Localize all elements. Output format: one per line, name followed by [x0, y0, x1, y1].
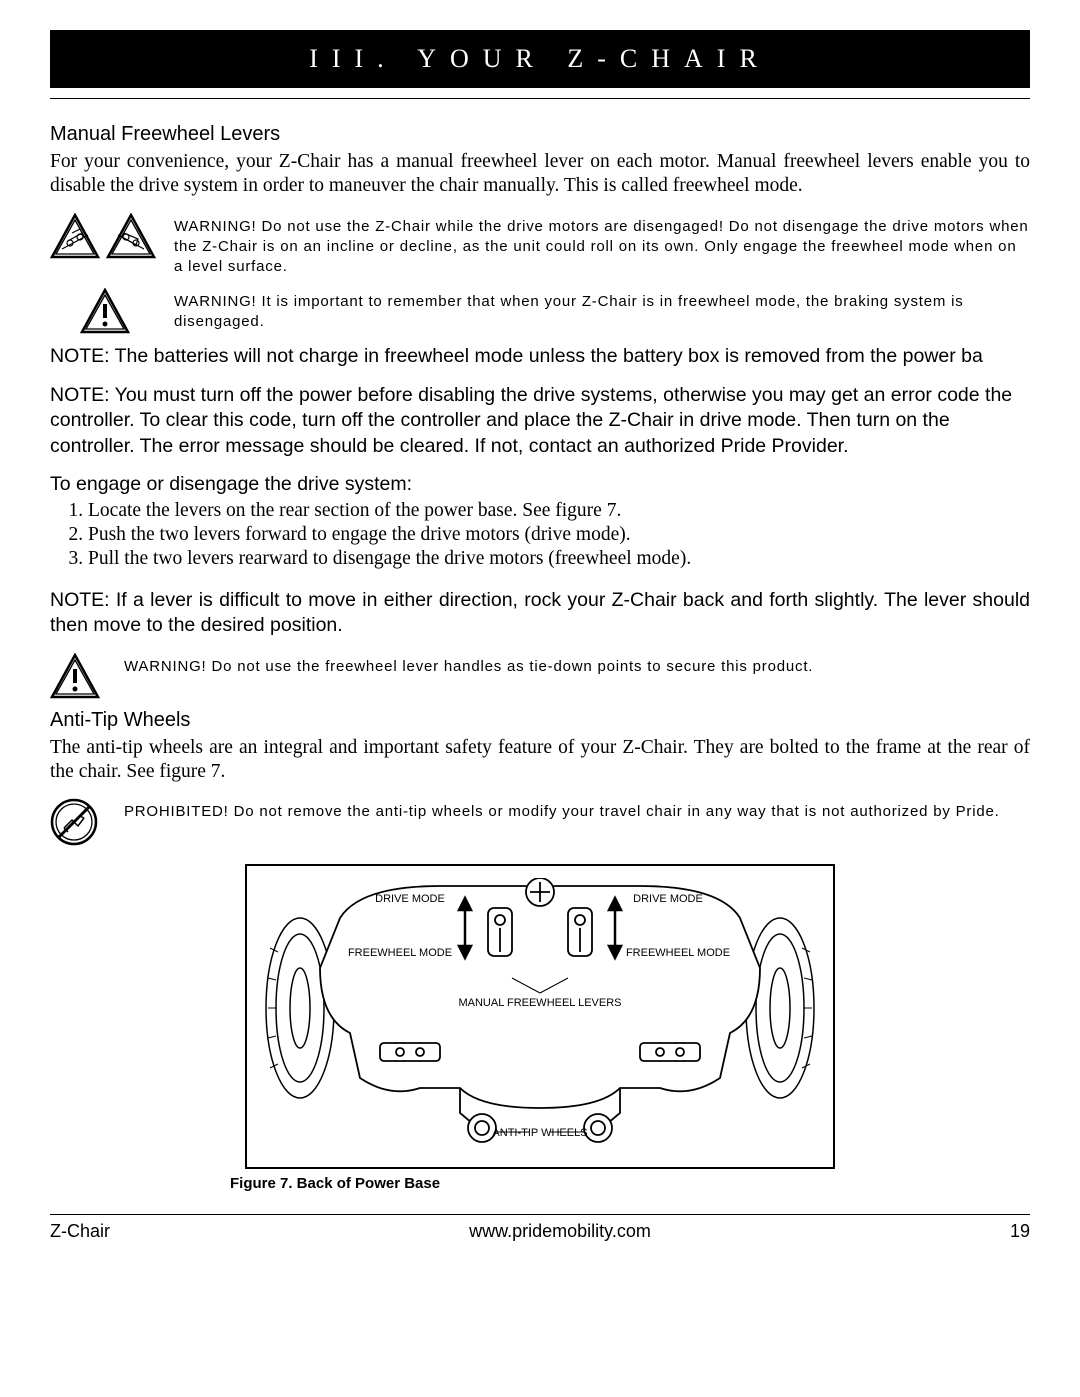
incline-warning-icon [50, 213, 100, 259]
exclamation-warning-icon [80, 288, 130, 334]
prohibited-icons [50, 798, 110, 846]
fig-label-freewheel-left: FREEWHEEL MODE [348, 947, 452, 959]
footer-right: 19 [1010, 1221, 1030, 1242]
prohibited-text: PROHIBITED! Do not remove the anti-tip w… [124, 798, 1000, 822]
warning-row-1: WARNING! Do not use the Z-Chair while th… [50, 213, 1030, 278]
note-2: NOTE: You must turn off the power before… [50, 383, 1030, 459]
prohibited-row: PROHIBITED! Do not remove the anti-tip w… [50, 798, 1030, 846]
fig-label-anti-tip: ANTI-TIP WHEELS [492, 1127, 587, 1139]
engage-steps: Locate the levers on the rear section of… [88, 500, 1030, 570]
fig-label-freewheel-right: FREEWHEEL MODE [626, 947, 730, 959]
note-3: NOTE: If a lever is difficult to move in… [50, 588, 1030, 639]
note-1: NOTE: The batteries will not charge in f… [50, 344, 1030, 369]
page-footer: Z-Chair www.pridemobility.com 19 [50, 1215, 1030, 1242]
warning-icons-2 [50, 288, 160, 334]
warning-icons-3 [50, 653, 110, 699]
warning-text-1: WARNING! Do not use the Z-Chair while th… [174, 213, 1030, 278]
chapter-title: III. YOUR Z-CHAIR [309, 44, 771, 73]
figure-7-caption: Figure 7. Back of Power Base [230, 1175, 1030, 1192]
warning-text-3: WARNING! Do not use the freewheel lever … [124, 653, 813, 677]
engage-step-1: Locate the levers on the rear section of… [88, 500, 1030, 522]
footer-left: Z-Chair [50, 1221, 110, 1242]
figure-7-box: DRIVE MODE DRIVE MODE FREEWHEEL MODE FRE… [245, 864, 835, 1169]
figure-7-diagram: DRIVE MODE DRIVE MODE FREEWHEEL MODE FRE… [260, 878, 820, 1148]
figure-7: DRIVE MODE DRIVE MODE FREEWHEEL MODE FRE… [50, 864, 1030, 1192]
warning-text-2: WARNING! It is important to remember tha… [174, 288, 1030, 333]
section-heading-freewheel: Manual Freewheel Levers [50, 123, 1030, 146]
exclamation-warning-icon [50, 653, 100, 699]
section-heading-antitip: Anti-Tip Wheels [50, 709, 1030, 732]
fig-label-drive-mode-left: DRIVE MODE [375, 893, 445, 905]
engage-heading: To engage or disengage the drive system: [50, 473, 1030, 496]
warning-row-2: WARNING! It is important to remember tha… [50, 288, 1030, 334]
fig-label-drive-mode-right: DRIVE MODE [633, 893, 703, 905]
engage-step-2: Push the two levers forward to engage th… [88, 524, 1030, 546]
freewheel-intro: For your convenience, your Z-Chair has a… [50, 150, 1030, 199]
header-rule [50, 98, 1030, 99]
chapter-header: III. YOUR Z-CHAIR [50, 30, 1030, 88]
engage-step-3: Pull the two levers rearward to disengag… [88, 548, 1030, 570]
decline-warning-icon [106, 213, 156, 259]
prohibited-icon [50, 798, 98, 846]
fig-label-manual-levers: MANUAL FREEWHEEL LEVERS [458, 997, 621, 1009]
warning-icons-1 [50, 213, 160, 259]
warning-row-3: WARNING! Do not use the freewheel lever … [50, 653, 1030, 699]
antitip-intro: The anti-tip wheels are an integral and … [50, 736, 1030, 785]
footer-center: www.pridemobility.com [469, 1221, 651, 1242]
